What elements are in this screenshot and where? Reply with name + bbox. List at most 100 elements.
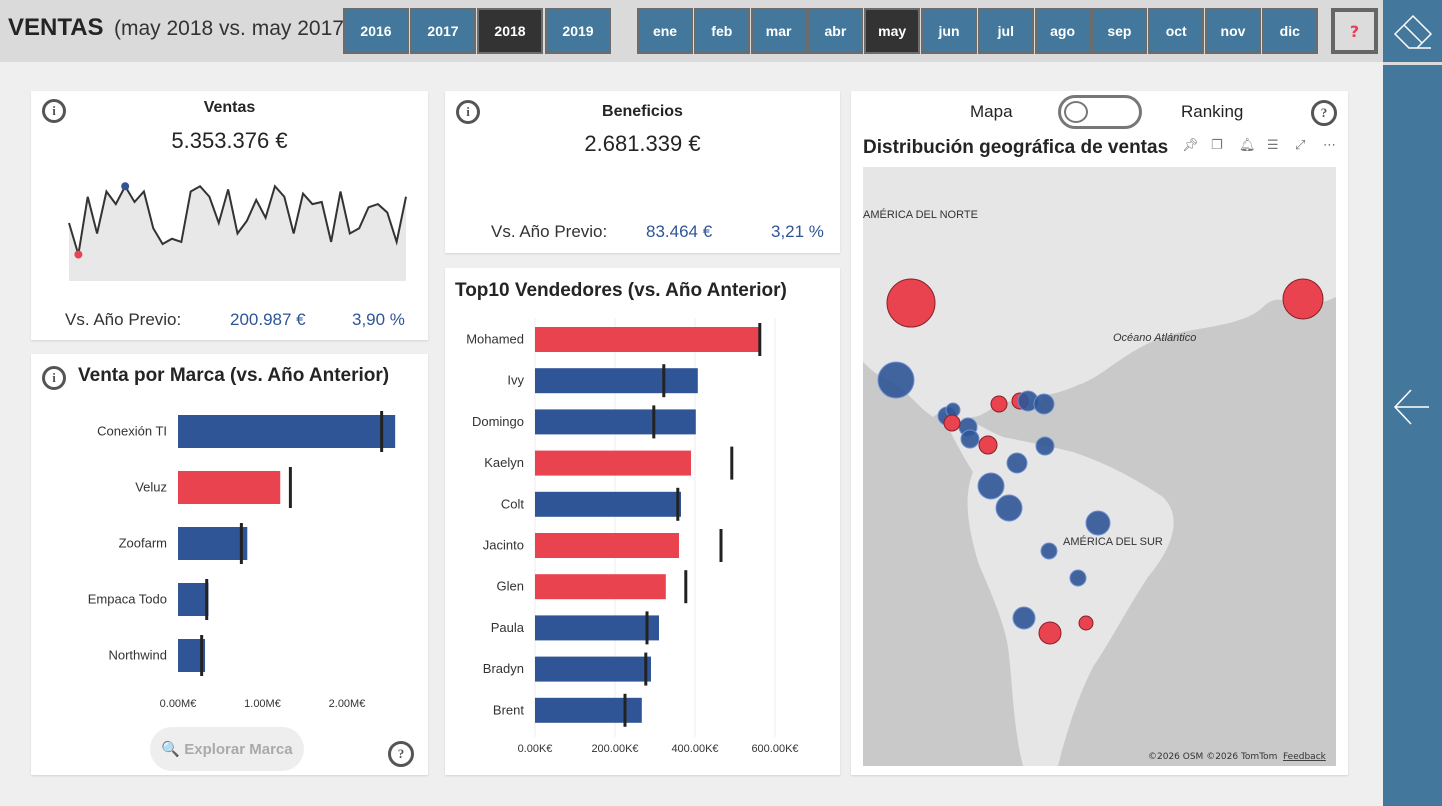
filter-icon[interactable]: ☰ — [1267, 138, 1279, 153]
month-button-dic[interactable]: dic — [1261, 8, 1318, 54]
year-button-2019[interactable]: 2019 — [545, 8, 611, 54]
help-icon[interactable]: ? — [388, 741, 414, 767]
x-tick-label: 0.00M€ — [160, 698, 197, 710]
x-tick-label: 200.00K€ — [591, 743, 638, 755]
info-icon[interactable]: i — [456, 100, 480, 124]
sales-bubble[interactable] — [977, 472, 1005, 500]
category-label: Paula — [491, 620, 525, 635]
more-options-icon[interactable]: ⋯ — [1323, 138, 1336, 153]
sales-bubble[interactable] — [978, 435, 998, 455]
map-ranking-toggle[interactable] — [1058, 95, 1142, 129]
sales-bubble[interactable] — [877, 361, 915, 399]
help-icon[interactable]: ? — [1311, 100, 1337, 126]
bar[interactable] — [178, 583, 209, 616]
top10-card: Top10 Vendedores (vs. Año Anterior) Moha… — [445, 268, 840, 775]
sales-bubble[interactable] — [1078, 615, 1094, 631]
bar[interactable] — [535, 491, 681, 517]
vs-label: Vs. Año Previo: — [65, 310, 182, 329]
month-button-sep[interactable]: sep — [1091, 8, 1148, 54]
bar[interactable] — [178, 415, 396, 448]
bar[interactable] — [535, 409, 696, 435]
explore-brand-button[interactable]: 🔍 Explorar Marca — [150, 727, 304, 771]
sparkline-min-point — [74, 250, 83, 259]
map-feedback-link[interactable]: Feedback — [1283, 752, 1327, 762]
top10-chart: Mohamed Ivy Domingo Kaelyn Colt Jacinto Glen Pa… — [466, 318, 799, 755]
map-title: Distribución geográfica de ventas — [863, 137, 1169, 158]
bar[interactable] — [535, 656, 651, 682]
bar[interactable] — [535, 533, 679, 558]
eraser-icon[interactable] — [1391, 10, 1435, 54]
category-label: Glen — [497, 579, 524, 594]
side-nav — [1383, 0, 1442, 806]
year-button-2016[interactable]: 2016 — [343, 8, 409, 54]
beneficios-value: 2.681.339 € — [584, 131, 701, 156]
month-button-may[interactable]: may — [864, 8, 921, 54]
month-button-oct[interactable]: oct — [1148, 8, 1205, 54]
sales-bubble[interactable] — [1069, 569, 1087, 587]
bar[interactable] — [535, 450, 691, 476]
category-label: Ivy — [507, 373, 524, 388]
category-label: Brent — [493, 702, 524, 717]
bar[interactable] — [178, 471, 281, 504]
category-label: Veluz — [135, 480, 167, 495]
vs-pct: 3,21 % — [771, 222, 824, 241]
sales-bubble[interactable] — [1033, 393, 1055, 415]
x-tick-label: 1.00M€ — [244, 698, 281, 710]
sales-bubble[interactable] — [1006, 452, 1028, 474]
category-label: Bradyn — [483, 661, 524, 676]
month-button-nov[interactable]: nov — [1205, 8, 1261, 54]
toggle-label-ranking: Ranking — [1181, 102, 1244, 121]
month-button-ago[interactable]: ago — [1034, 8, 1091, 54]
map[interactable]: AMÉRICA DEL NORTE Océano Atlántico AMÉRI… — [863, 167, 1336, 766]
sales-bubble[interactable] — [960, 429, 980, 449]
year-button-2018[interactable]: 2018 — [477, 8, 543, 54]
period-subtitle: (may 2018 vs. may 2017) — [114, 17, 351, 40]
bell-icon[interactable]: 🔔︎ — [1239, 138, 1256, 153]
pin-icon[interactable]: 📌︎ — [1182, 138, 1199, 153]
top10-title: Top10 Vendedores (vs. Año Anterior) — [455, 280, 787, 301]
sales-bubble[interactable] — [1035, 436, 1055, 456]
sales-bubble[interactable] — [886, 278, 936, 328]
sales-bubble[interactable] — [995, 494, 1023, 522]
bar[interactable] — [178, 527, 248, 560]
sales-bubble[interactable] — [943, 414, 961, 432]
copy-icon[interactable]: ❐ — [1211, 138, 1223, 153]
sales-bubble[interactable] — [1282, 278, 1324, 320]
x-tick-label: 2.00M€ — [329, 698, 366, 710]
x-tick-label: 0.00K€ — [518, 743, 553, 755]
focus-mode-icon[interactable]: ⤢ — [1295, 138, 1306, 153]
sales-bubble[interactable] — [1040, 542, 1058, 560]
toggle-label-mapa: Mapa — [970, 102, 1013, 121]
x-tick-label: 600.00K€ — [751, 743, 798, 755]
sales-bubble[interactable] — [1085, 510, 1111, 536]
month-button-ene[interactable]: ene — [637, 8, 693, 54]
category-label: Mohamed — [466, 332, 524, 347]
category-label: Domingo — [472, 414, 524, 429]
marca-chart: Conexión TI Veluz Zoofarm Empaca Todo Northw… — [88, 411, 396, 710]
category-label: Jacinto — [483, 538, 524, 553]
back-arrow-icon[interactable] — [1391, 385, 1433, 429]
sales-bubble[interactable] — [1038, 621, 1062, 645]
month-button-abr[interactable]: abr — [807, 8, 864, 54]
month-button-jun[interactable]: jun — [921, 8, 977, 54]
vs-label: Vs. Año Previo: — [491, 222, 608, 241]
bar[interactable] — [535, 368, 698, 394]
category-label: Kaelyn — [484, 455, 524, 470]
ventas-value: 5.353.376 € — [171, 128, 288, 153]
bar[interactable] — [535, 327, 760, 352]
month-button-feb[interactable]: feb — [693, 8, 750, 54]
month-button-mar[interactable]: mar — [750, 8, 807, 54]
info-icon[interactable]: i — [42, 366, 66, 390]
category-label: Colt — [501, 496, 525, 511]
year-button-2017[interactable]: 2017 — [410, 8, 476, 54]
bar[interactable] — [535, 615, 659, 641]
page-title: VENTAS — [8, 14, 104, 41]
vs-abs: 83.464 € — [646, 222, 713, 241]
help-button[interactable]: ? — [1331, 8, 1378, 54]
info-icon[interactable]: i — [42, 99, 66, 123]
sales-bubble[interactable] — [990, 395, 1008, 413]
month-button-jul[interactable]: jul — [977, 8, 1034, 54]
bar[interactable] — [535, 574, 666, 600]
sales-bubble[interactable] — [1012, 606, 1036, 630]
category-label: Empaca Todo — [88, 592, 167, 607]
